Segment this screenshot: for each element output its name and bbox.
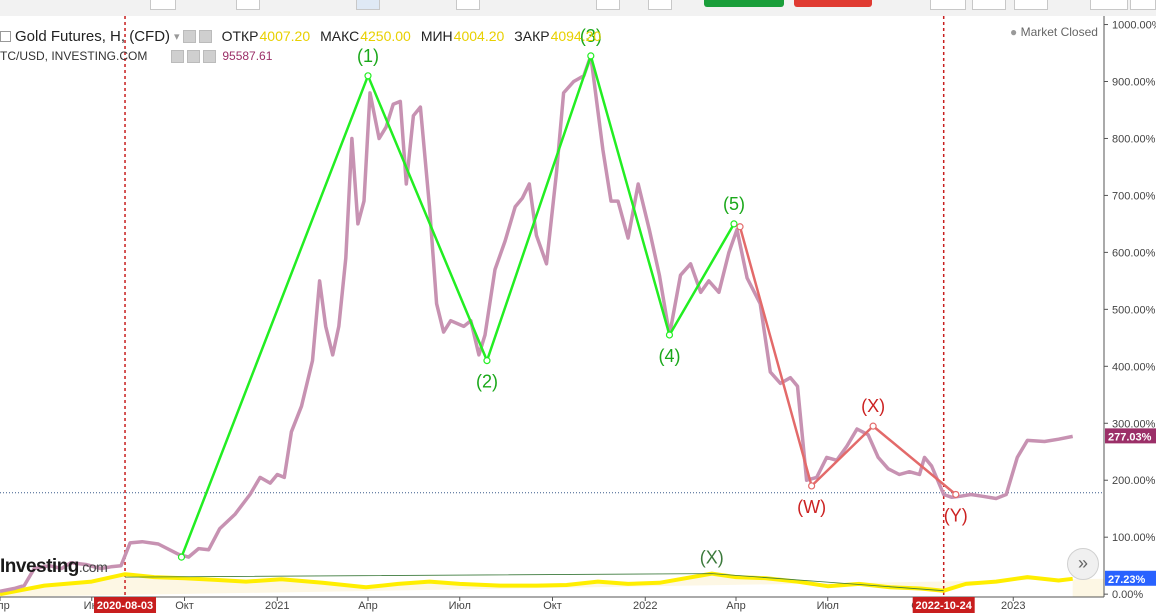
symbol-title[interactable]: Gold Futures, H, (CFD): [15, 27, 171, 45]
high-label: МАКС: [320, 28, 360, 44]
wave-point[interactable]: [869, 422, 877, 430]
toolbar-button[interactable]: [972, 0, 1006, 10]
x-tick-label: Апр: [726, 600, 745, 612]
wave-point[interactable]: [952, 490, 960, 499]
y-tick-label: 500.00%: [1112, 304, 1156, 316]
legend-main: Gold Futures, H, (CFD) ▾ ОТКР 4007.20 МА…: [0, 26, 601, 46]
impulse-wave-label: (3): [580, 26, 602, 46]
last-value-label: 277.03%: [1108, 431, 1152, 443]
toolbar-button[interactable]: [150, 0, 176, 10]
high-value: 4250.00: [360, 28, 411, 44]
wave-point[interactable]: [483, 357, 491, 365]
y-tick-label: 600.00%: [1112, 247, 1156, 259]
gear-icon[interactable]: [187, 49, 201, 63]
y-tick-label: 1000.00%: [1112, 20, 1156, 32]
x-tick-label: Окт: [175, 600, 194, 612]
x-tick-label: Окт: [543, 600, 562, 612]
last-value-badge: [1105, 570, 1156, 586]
correction-wave-label: (W): [797, 497, 826, 517]
investing-logo: Investing.com: [0, 556, 108, 578]
tc-usd-series-line: [0, 54, 1074, 594]
last-value-badge: [1105, 428, 1156, 444]
last-value-label: 27.23%: [1108, 574, 1146, 586]
sell-button[interactable]: [794, 0, 872, 7]
eye-icon[interactable]: [171, 49, 185, 63]
toolbar-button[interactable]: [1130, 0, 1156, 10]
wave-point[interactable]: [587, 52, 595, 60]
x-tick-label: 2023: [1001, 600, 1025, 612]
gear-icon[interactable]: [198, 29, 212, 43]
elliott-correction-wave: [738, 226, 957, 496]
impulse-wave-label: (1): [357, 46, 379, 66]
gold-wxy-trendline: [124, 573, 944, 592]
legend-compare: TC/USD, INVESTING.COM 95587.61: [0, 48, 272, 64]
wave-point[interactable]: [364, 72, 372, 80]
compare-value: 95587.61: [222, 49, 273, 63]
chevron-down-icon[interactable]: ▾: [174, 30, 180, 43]
chart-canvas[interactable]: (1)(2)(3)(4)(5)(W)(X)(Y)(W)(X)(Y) 0.00%1…: [0, 16, 1156, 613]
x-tick-label: Апр: [358, 600, 377, 612]
open-value: 4007.20: [259, 28, 311, 44]
y-tick-label: 900.00%: [1112, 77, 1156, 89]
buy-button[interactable]: [704, 0, 784, 7]
wave-point[interactable]: [730, 220, 738, 228]
logo-suffix: .com: [78, 559, 108, 575]
series-toggle-icon[interactable]: [0, 30, 11, 42]
y-tick-label: 300.00%: [1112, 418, 1156, 430]
toolbar-button[interactable]: [236, 0, 260, 10]
x-tick-label: 2021: [265, 600, 289, 612]
market-status: ● Market Closed: [1010, 25, 1098, 39]
x-tick-label: Июл: [817, 600, 839, 612]
close-icon[interactable]: [203, 49, 217, 63]
impulse-wave-label: (4): [658, 346, 680, 366]
wave-point[interactable]: [665, 331, 674, 339]
elliott-impulse-wave: [180, 54, 736, 558]
y-tick-label: 700.00%: [1112, 190, 1156, 202]
impulse-wave-label: (2): [476, 372, 498, 392]
correction-wave-label: (Y): [944, 505, 968, 525]
y-tick-label: 0.00%: [1112, 589, 1143, 601]
x-tick-label: 2022: [633, 600, 657, 612]
toolbar-button[interactable]: [648, 0, 672, 10]
status-dot-icon: ●: [1010, 25, 1018, 39]
toolbar-button[interactable]: [456, 0, 480, 10]
toolbar-button[interactable]: [930, 0, 966, 10]
toolbar-button[interactable]: [596, 0, 620, 10]
impulse-wave-label: (5): [723, 194, 745, 214]
toolbar-button[interactable]: [356, 0, 380, 10]
wave-point[interactable]: [736, 223, 744, 231]
double-chevron-right-icon: »: [1077, 553, 1088, 573]
y-tick-label: 100.00%: [1112, 532, 1156, 544]
low-value: 4004.20: [453, 28, 505, 44]
x-tick-label: Июл: [449, 600, 471, 612]
y-tick-label: 400.00%: [1112, 361, 1156, 373]
correction-wave-label: (X): [861, 396, 885, 416]
marked-date-label: 2022-10-24: [916, 600, 973, 612]
y-tick-label: 200.00%: [1112, 475, 1156, 487]
scroll-to-realtime-button[interactable]: »: [1067, 548, 1099, 580]
wave-point[interactable]: [177, 553, 186, 561]
close-value: 4094.20: [550, 28, 602, 44]
wave-point[interactable]: [808, 482, 816, 490]
x-tick-label: Апр: [0, 600, 10, 612]
gold-wave-label: (X): [700, 548, 724, 568]
logo-text: Investing: [0, 556, 79, 577]
top-toolbar: [0, 0, 1156, 17]
eye-icon[interactable]: [182, 29, 196, 43]
open-label: ОТКР: [221, 28, 259, 44]
toolbar-button[interactable]: [1014, 0, 1048, 10]
marked-date-badge: [912, 597, 975, 613]
compare-symbol[interactable]: TC/USD, INVESTING.COM: [0, 49, 148, 63]
toolbar-button[interactable]: [1090, 0, 1128, 10]
marked-date-label: 2020-08-03: [97, 600, 153, 612]
marked-date-badge: [94, 597, 157, 613]
low-label: МИН: [420, 28, 453, 44]
market-status-text: Market Closed: [1020, 25, 1098, 39]
close-label: ЗАКР: [514, 28, 550, 44]
y-tick-label: 800.00%: [1112, 133, 1156, 145]
